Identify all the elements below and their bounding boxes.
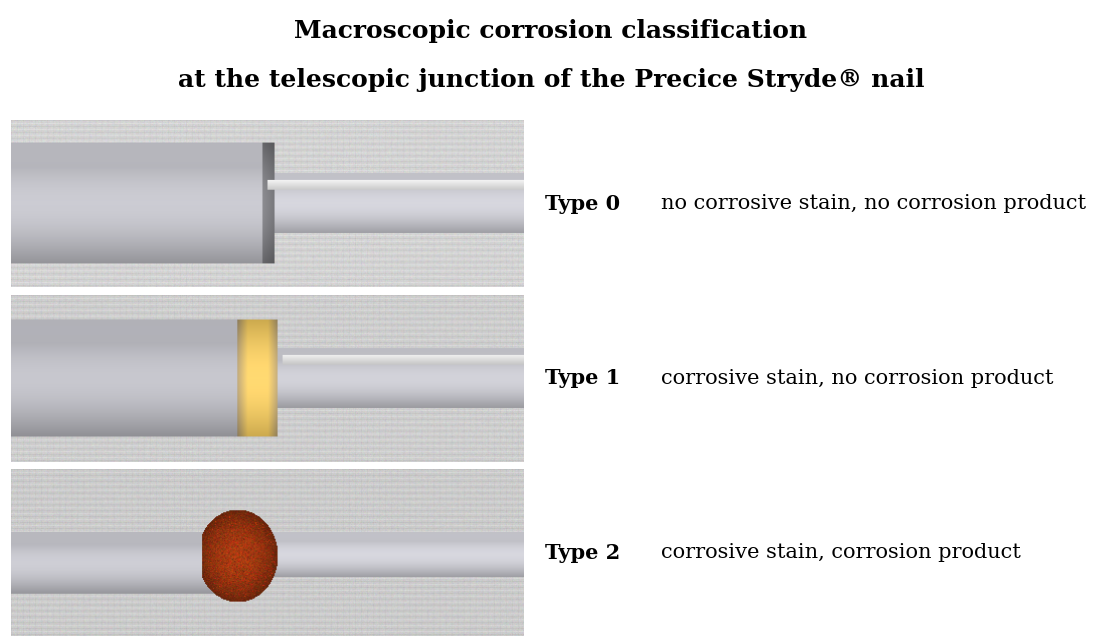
Text: corrosive stain, no corrosion product: corrosive stain, no corrosion product bbox=[661, 369, 1054, 388]
Text: Type 2: Type 2 bbox=[545, 543, 620, 563]
Text: Type 0: Type 0 bbox=[545, 194, 620, 214]
Text: Macroscopic corrosion classification: Macroscopic corrosion classification bbox=[294, 19, 808, 43]
Text: Type 1: Type 1 bbox=[545, 368, 620, 388]
Text: no corrosive stain, no corrosion product: no corrosive stain, no corrosion product bbox=[661, 194, 1087, 213]
Text: at the telescopic junction of the Precice Stryde® nail: at the telescopic junction of the Precic… bbox=[177, 68, 925, 91]
Text: corrosive stain, corrosion product: corrosive stain, corrosion product bbox=[661, 544, 1022, 562]
